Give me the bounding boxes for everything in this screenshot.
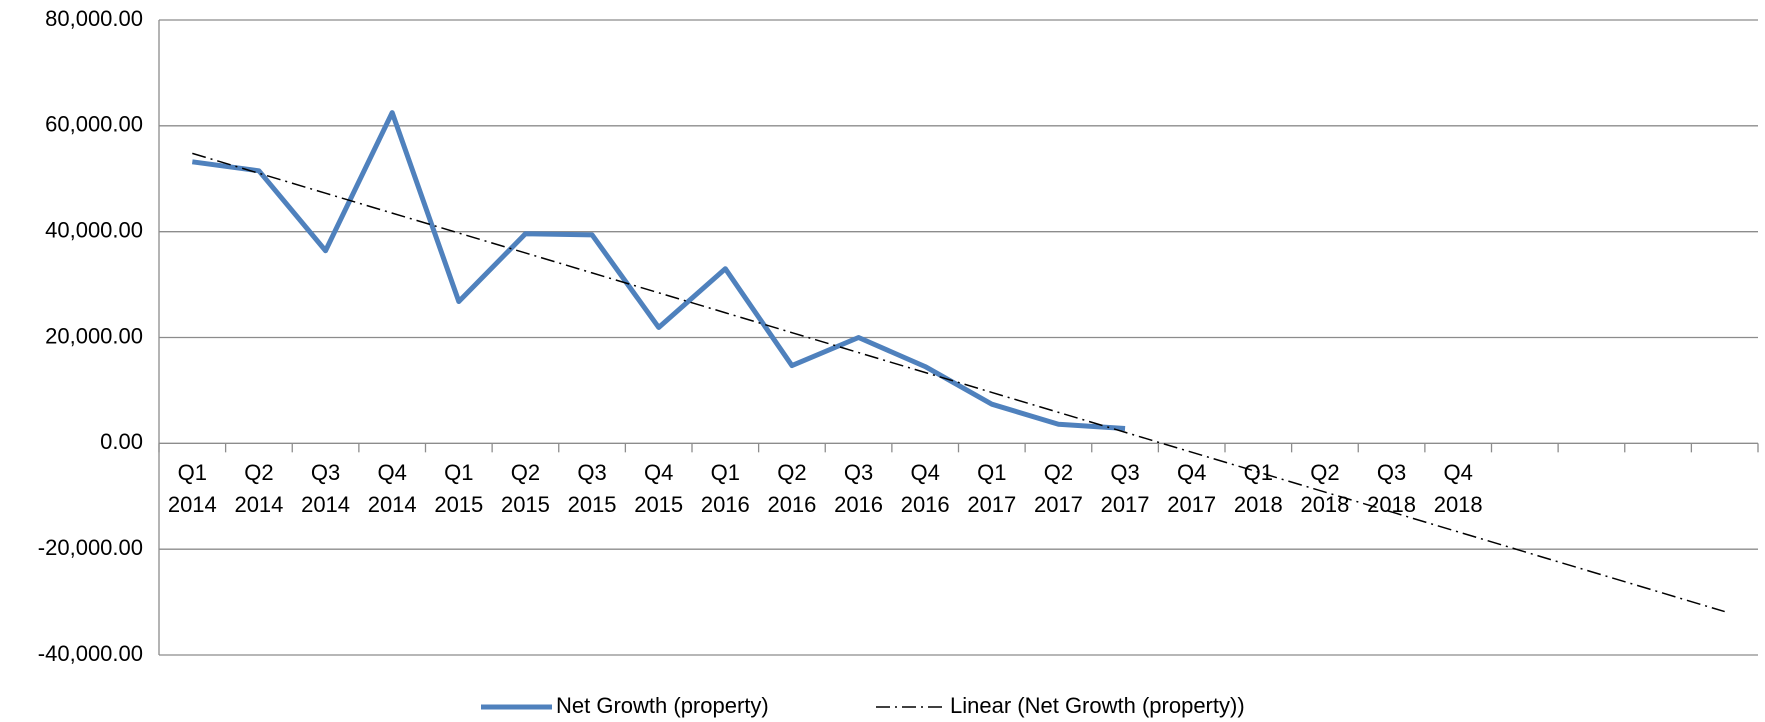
x-tick-label: Q1 2017 bbox=[967, 460, 1017, 518]
y-tick-label: 0.00 bbox=[100, 429, 143, 454]
x-tick-label: Q3 2014 bbox=[301, 460, 351, 518]
x-tick-label: Q4 2015 bbox=[634, 460, 684, 518]
x-tick-label: Q1 2018 bbox=[1233, 460, 1283, 518]
trend-line bbox=[192, 152, 1725, 613]
x-tick-label: Q2 2017 bbox=[1033, 460, 1083, 518]
x-tick-label: Q1 2014 bbox=[167, 460, 217, 518]
x-tick-label: Q1 2016 bbox=[700, 460, 750, 518]
x-tick-label: Q2 2018 bbox=[1300, 460, 1350, 518]
y-tick-label: 20,000.00 bbox=[45, 323, 143, 348]
y-tick-label: 60,000.00 bbox=[45, 112, 143, 137]
x-tick-label: Q1 2015 bbox=[434, 460, 484, 518]
x-tick-label: Q4 2018 bbox=[1433, 460, 1483, 518]
x-tick-label: Q4 2016 bbox=[900, 460, 950, 518]
x-tick-label: Q4 2017 bbox=[1167, 460, 1217, 518]
x-tick-label: Q3 2017 bbox=[1100, 460, 1150, 518]
data-line bbox=[191, 110, 1126, 432]
legend-label: Net Growth (property) bbox=[556, 693, 769, 718]
x-tick-label: Q4 2014 bbox=[367, 460, 417, 518]
x-tick-label: Q3 2018 bbox=[1367, 460, 1417, 518]
x-tick-label: Q2 2015 bbox=[500, 460, 550, 518]
x-tick-label: Q2 2016 bbox=[767, 460, 817, 518]
x-tick-label: Q3 2015 bbox=[567, 460, 617, 518]
legend-label: Linear (Net Growth (property)) bbox=[950, 693, 1245, 718]
x-tick-label: Q3 2016 bbox=[834, 460, 884, 518]
x-tick-label: Q2 2014 bbox=[234, 460, 284, 518]
y-tick-label: 80,000.00 bbox=[45, 6, 143, 31]
y-tick-label: 40,000.00 bbox=[45, 217, 143, 242]
y-tick-label: -20,000.00 bbox=[38, 535, 143, 560]
y-tick-label: -40,000.00 bbox=[38, 641, 143, 666]
